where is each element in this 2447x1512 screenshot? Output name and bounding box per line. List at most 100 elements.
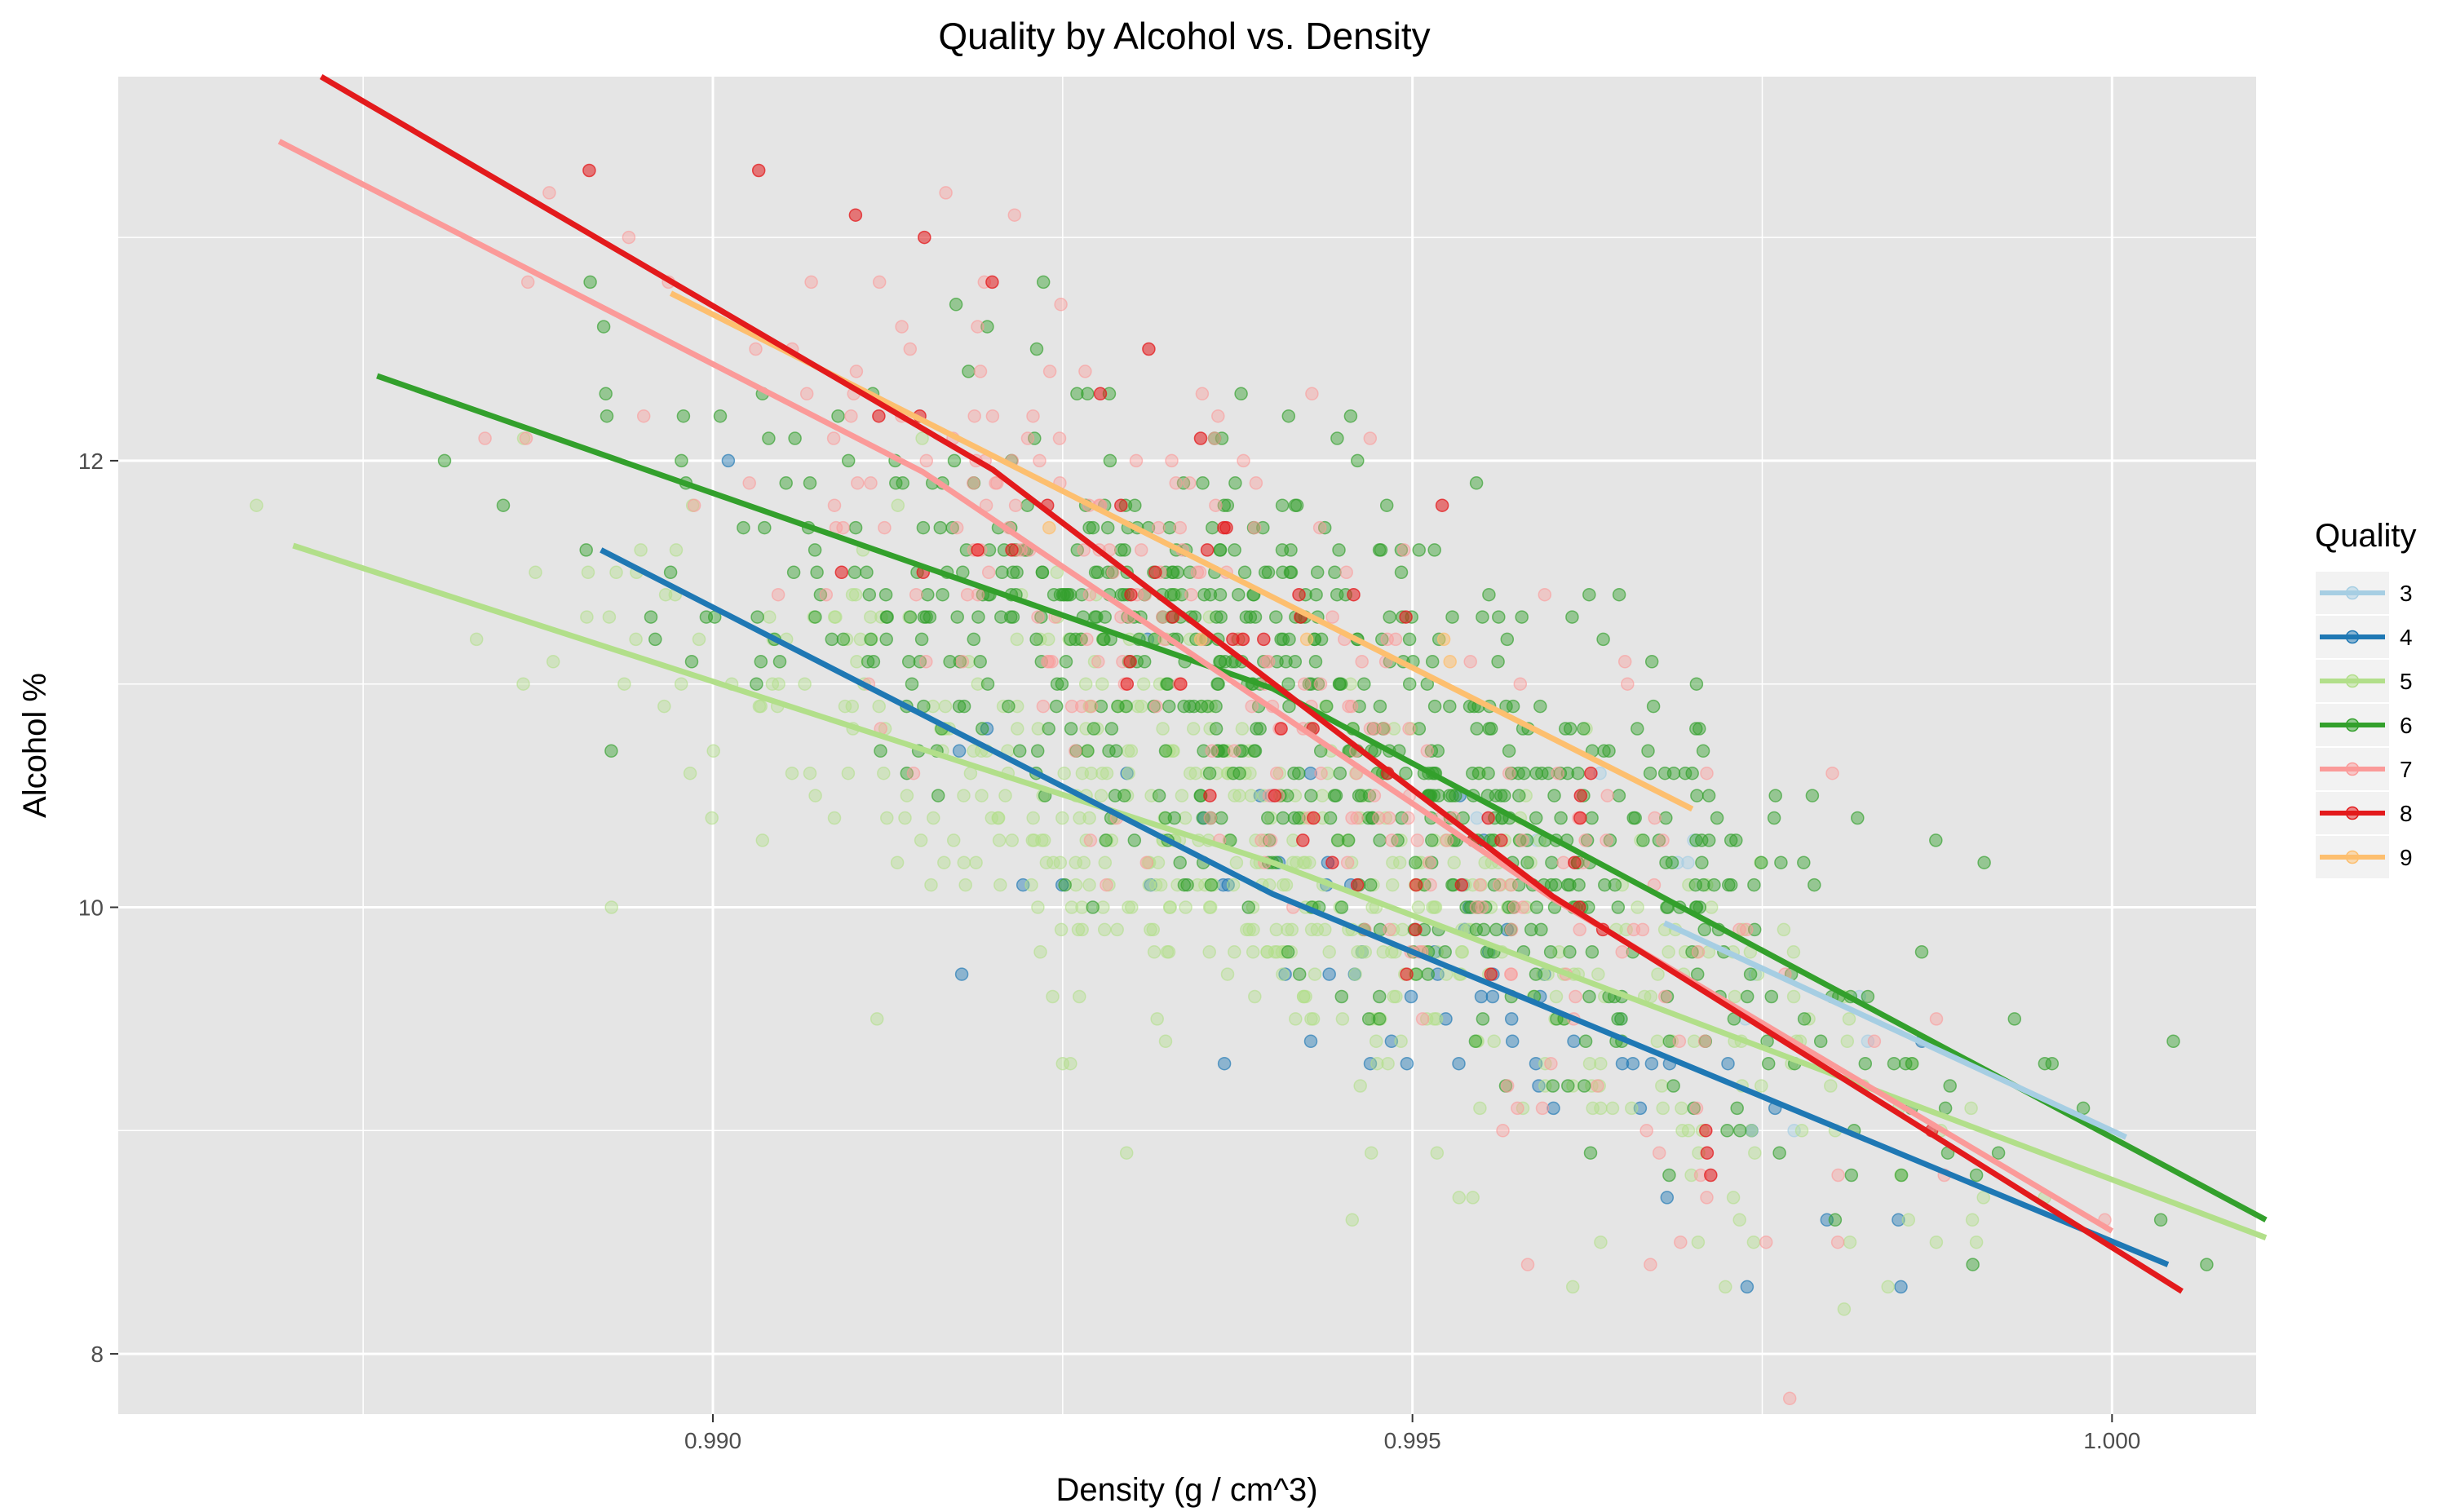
data-point-quality-8 — [1257, 632, 1271, 647]
data-point-quality-5 — [1150, 1012, 1164, 1026]
data-point-quality-4 — [1217, 1056, 1232, 1071]
data-point-quality-6 — [980, 677, 995, 691]
data-point-quality-5 — [617, 677, 631, 691]
data-point-quality-5 — [1178, 811, 1193, 825]
data-point-quality-7 — [1689, 1101, 1704, 1116]
legend-point-swatch — [2345, 850, 2360, 864]
data-point-quality-5 — [1726, 1191, 1741, 1205]
data-point-quality-7 — [1556, 855, 1571, 869]
data-point-quality-6 — [950, 610, 964, 624]
data-point-quality-7 — [1657, 989, 1672, 1004]
data-point-quality-6 — [1612, 789, 1626, 802]
data-point-quality-6 — [1646, 699, 1661, 714]
x-axis-title: Density (g / cm^3) — [1055, 1472, 1317, 1508]
data-point-quality-6 — [1662, 1034, 1677, 1049]
data-point-quality-7 — [1149, 699, 1163, 714]
data-point-quality-8 — [582, 163, 596, 178]
data-point-quality-7 — [1639, 1124, 1653, 1138]
data-point-quality-7 — [1312, 520, 1327, 535]
data-point-quality-8 — [1193, 431, 1208, 445]
data-point-quality-5 — [975, 789, 989, 802]
data-point-quality-5 — [1881, 1280, 1895, 1294]
data-point-quality-6 — [1578, 1034, 1593, 1049]
data-point-quality-6 — [1275, 543, 1290, 557]
data-point-quality-6 — [923, 610, 937, 624]
data-point-quality-5 — [1625, 1101, 1639, 1116]
data-point-quality-6 — [1506, 699, 1520, 714]
data-point-quality-6 — [1476, 1012, 1490, 1026]
data-point-quality-6 — [1361, 811, 1375, 825]
data-point-quality-6 — [1729, 833, 1743, 847]
data-point-quality-6 — [1276, 811, 1290, 825]
data-point-quality-8 — [1219, 520, 1233, 535]
data-point-quality-6 — [1914, 945, 1929, 959]
data-point-quality-5 — [1095, 766, 1109, 780]
data-point-quality-6 — [1292, 967, 1307, 981]
data-point-quality-7 — [1502, 766, 1516, 780]
data-point-quality-5 — [1087, 655, 1102, 669]
data-point-quality-6 — [1969, 1168, 1984, 1183]
data-point-quality-7 — [1368, 722, 1382, 736]
data-point-quality-5 — [1202, 610, 1217, 624]
data-point-quality-6 — [1697, 922, 1711, 937]
data-point-quality-6 — [1772, 1146, 1786, 1160]
data-point-quality-7 — [1077, 543, 1091, 557]
data-point-quality-4 — [1567, 1034, 1581, 1049]
data-point-quality-5 — [1053, 855, 1068, 869]
data-point-quality-8 — [1120, 677, 1135, 691]
data-point-quality-4 — [1452, 1056, 1466, 1071]
data-point-quality-5 — [1430, 1146, 1445, 1160]
data-point-quality-6 — [936, 587, 949, 602]
data-point-quality-5 — [1285, 922, 1299, 937]
trend-line-quality-3 — [1662, 920, 2127, 1140]
data-point-quality-6 — [1108, 789, 1122, 802]
data-point-quality-5 — [1650, 1034, 1665, 1049]
data-point-quality-5 — [1202, 900, 1217, 914]
data-point-quality-5 — [785, 766, 799, 780]
data-point-quality-7 — [636, 409, 651, 423]
data-point-quality-5 — [1121, 744, 1135, 758]
data-point-quality-5 — [1901, 1213, 1916, 1227]
data-point-quality-6 — [1500, 632, 1515, 647]
data-point-quality-5 — [1071, 922, 1086, 937]
data-point-quality-5 — [755, 833, 770, 847]
data-point-quality-6 — [600, 409, 614, 423]
data-point-quality-5 — [1289, 1012, 1303, 1026]
data-point-quality-7 — [1656, 833, 1670, 847]
data-point-quality-6 — [1055, 587, 1070, 602]
data-point-quality-6 — [1243, 610, 1258, 624]
data-point-quality-5 — [1246, 900, 1260, 914]
data-point-quality-6 — [1058, 878, 1072, 892]
data-point-quality-5 — [1057, 766, 1071, 780]
data-point-quality-6 — [1086, 900, 1100, 914]
data-point-quality-7 — [1600, 833, 1613, 847]
data-point-quality-6 — [1544, 878, 1559, 892]
data-point-quality-4 — [1485, 989, 1500, 1004]
data-point-quality-6 — [1612, 587, 1626, 602]
data-point-quality-5 — [898, 811, 912, 825]
data-point-quality-6 — [1177, 878, 1192, 892]
data-point-quality-5 — [845, 587, 860, 602]
data-point-quality-7 — [1261, 655, 1276, 669]
data-point-quality-6 — [1421, 967, 1436, 981]
data-point-quality-6 — [1747, 878, 1761, 892]
data-point-quality-7 — [1313, 677, 1328, 691]
data-point-quality-6 — [1158, 811, 1173, 825]
data-point-quality-6 — [1732, 1124, 1747, 1138]
data-point-quality-8 — [1573, 789, 1588, 802]
data-point-quality-6 — [1443, 699, 1457, 714]
data-point-quality-5 — [1202, 945, 1216, 959]
data-point-quality-6 — [1327, 789, 1342, 802]
data-point-quality-6 — [1103, 453, 1117, 468]
data-point-quality-5 — [1031, 722, 1046, 736]
data-point-quality-6 — [1373, 699, 1387, 714]
legend-label: 3 — [2400, 581, 2413, 606]
data-point-quality-3 — [1470, 811, 1484, 825]
data-point-quality-6 — [841, 453, 856, 468]
data-point-quality-6 — [808, 543, 822, 557]
data-point-quality-5 — [1243, 766, 1257, 780]
data-point-quality-5 — [1427, 900, 1441, 914]
data-point-quality-5 — [1279, 878, 1294, 892]
data-point-quality-6 — [864, 632, 878, 647]
